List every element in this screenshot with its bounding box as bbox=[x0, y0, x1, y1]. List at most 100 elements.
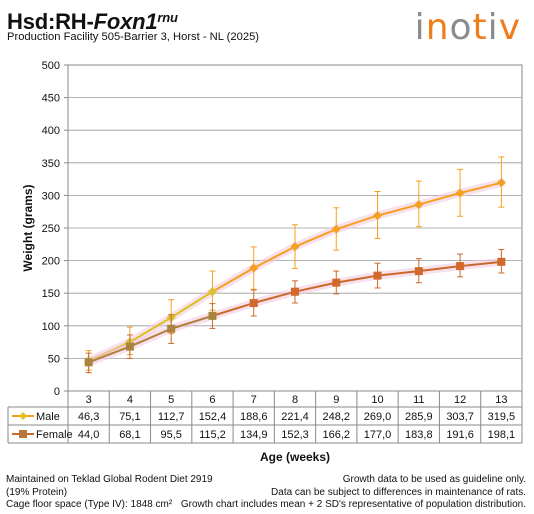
logo-letter: t bbox=[472, 7, 488, 48]
x-tick-label: 11 bbox=[413, 394, 424, 406]
series-line-female bbox=[417, 265, 462, 273]
male-data-point bbox=[414, 200, 424, 210]
table-cell-female: 198,1 bbox=[488, 429, 516, 441]
guideline-note: Growth data to be used as guideline only… bbox=[342, 474, 526, 485]
logo-letter: o bbox=[449, 7, 473, 48]
series-line-male bbox=[170, 290, 214, 319]
series-line-male bbox=[128, 316, 173, 344]
table-cell-male: 188,6 bbox=[240, 411, 268, 423]
gene-name: Foxn1 bbox=[93, 9, 158, 34]
x-tick-label: 8 bbox=[292, 394, 298, 406]
male-data-point bbox=[496, 178, 506, 188]
male-data-point bbox=[207, 287, 217, 297]
y-tick-label: 350 bbox=[42, 158, 60, 170]
table-cell-female: 152,3 bbox=[281, 429, 309, 441]
chart-title: Hsd:RH-Foxn1rnu bbox=[7, 6, 178, 34]
logo-letter: n bbox=[425, 7, 450, 48]
protein-note: (19% Protein) bbox=[6, 486, 68, 498]
logo-letter: i bbox=[414, 7, 426, 48]
footer-right: Growth data to be used as guideline only… bbox=[181, 474, 526, 512]
series-line-female bbox=[252, 290, 296, 305]
y-tick-label: 200 bbox=[42, 256, 60, 268]
series-line-male bbox=[459, 181, 503, 194]
table-cell-female: 177,0 bbox=[364, 429, 392, 441]
inotiv-logo: inotiv bbox=[415, 6, 521, 50]
series-line-male bbox=[376, 203, 420, 217]
male-data-point bbox=[373, 211, 383, 221]
female-data-point bbox=[497, 257, 506, 266]
table-cell-male: 46,3 bbox=[78, 411, 99, 423]
male-data-point bbox=[249, 263, 259, 273]
x-tick-label: 3 bbox=[86, 394, 92, 406]
x-tick-label: 13 bbox=[495, 394, 507, 406]
x-tick-label: 4 bbox=[127, 394, 133, 406]
series-line-male bbox=[211, 267, 255, 293]
y-tick-label: 300 bbox=[42, 190, 60, 202]
cage-note: Cage floor space (Type IV): 1848 cm² bbox=[6, 499, 173, 510]
maintenance-note: Data can be subject to differences in ma… bbox=[271, 486, 526, 498]
x-tick-label: 9 bbox=[333, 394, 339, 406]
table-cell-male: 75,1 bbox=[119, 411, 140, 423]
table-cell-female: 191,6 bbox=[446, 429, 474, 441]
series-line-female bbox=[211, 302, 255, 317]
female-data-point bbox=[373, 271, 382, 280]
series-line-female bbox=[170, 314, 214, 330]
table-cell-male: 152,4 bbox=[199, 411, 227, 423]
y-tick-label: 50 bbox=[48, 353, 60, 365]
table-cell-female: 134,9 bbox=[240, 429, 268, 441]
table-cell-female: 115,2 bbox=[199, 429, 226, 441]
y-tick-label: 100 bbox=[42, 321, 60, 333]
series-line-male bbox=[335, 214, 379, 231]
legend-label-female: Female bbox=[36, 429, 73, 441]
strain-prefix: Hsd:RH- bbox=[7, 9, 94, 34]
female-data-point bbox=[249, 299, 258, 308]
sd-note: Growth chart includes mean + 2 SD's repr… bbox=[180, 499, 526, 510]
y-tick-label: 450 bbox=[42, 93, 60, 105]
table-cell-male: 303,7 bbox=[446, 411, 474, 423]
series-line-female bbox=[294, 281, 338, 293]
male-data-point bbox=[455, 188, 465, 198]
table-cell-male: 112,7 bbox=[158, 411, 185, 423]
table-cell-male: 285,9 bbox=[405, 411, 433, 423]
series-line-female bbox=[459, 260, 503, 268]
footer-left: Maintained on Teklad Global Rodent Diet … bbox=[6, 474, 213, 512]
header: Hsd:RH-Foxn1rnu Production Facility 505-… bbox=[0, 0, 534, 60]
y-tick-label: 0 bbox=[54, 386, 60, 398]
female-data-point bbox=[208, 311, 217, 320]
table-cell-male: 221,4 bbox=[281, 411, 309, 423]
y-axis-title: Weight (grams) bbox=[21, 184, 35, 271]
series-line-female bbox=[335, 274, 379, 284]
male-data-point bbox=[331, 224, 341, 234]
table-cell-female: 68,1 bbox=[119, 429, 140, 441]
table-cell-female: 44,0 bbox=[78, 429, 99, 441]
y-tick-label: 150 bbox=[42, 288, 60, 300]
female-data-point bbox=[125, 342, 134, 351]
growth-chart: 0 50 100 150 200 250 300 350 400 450 500 Weight (gr… bbox=[7, 60, 523, 464]
y-tick-label: 400 bbox=[42, 125, 60, 137]
table-cell-male: 269,0 bbox=[364, 411, 392, 423]
female-data-point bbox=[332, 278, 341, 287]
table-cell-male: 248,2 bbox=[323, 411, 351, 423]
diet-note: Maintained on Teklad Global Rodent Diet … bbox=[6, 474, 213, 485]
y-tick-label: 500 bbox=[42, 60, 60, 72]
chart-subtitle: Production Facility 505-Barrier 3, Horst… bbox=[7, 31, 260, 43]
series-line-male bbox=[294, 228, 338, 248]
legend-key-female-marker bbox=[19, 430, 27, 438]
legend-label-male: Male bbox=[36, 411, 60, 423]
series-line-male bbox=[252, 245, 296, 270]
series-line-female bbox=[376, 270, 420, 277]
logo-letter: i bbox=[487, 7, 499, 48]
table-cell-female: 166,2 bbox=[323, 429, 351, 441]
logo-letter: v bbox=[498, 7, 521, 48]
x-tick-label: 7 bbox=[251, 394, 257, 406]
female-data-point bbox=[456, 262, 465, 271]
series-line-male bbox=[417, 191, 462, 206]
series-line-female bbox=[128, 327, 173, 348]
female-data-point bbox=[167, 324, 176, 333]
female-data-point bbox=[291, 287, 299, 296]
table-cell-male: 319,5 bbox=[488, 411, 516, 423]
series-line-female bbox=[87, 345, 131, 364]
female-data-point bbox=[414, 267, 423, 276]
table-cell-female: 95,5 bbox=[160, 429, 181, 441]
x-axis-title: Age (weeks) bbox=[260, 450, 330, 464]
